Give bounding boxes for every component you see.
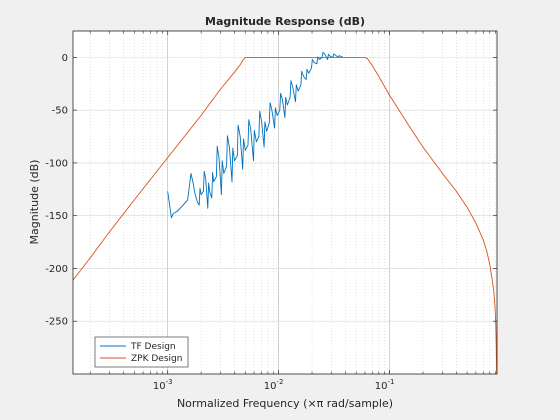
series-line-zpk-design: [72, 56, 498, 375]
legend-box: [94, 336, 189, 368]
axes-box: [72, 30, 498, 375]
y-tick-label: -50: [52, 106, 68, 117]
x-axis-label: Normalized Frequency (×π rad/sample): [177, 397, 393, 410]
series-line-tf-design: [167, 51, 344, 219]
tick-marks: [73, 31, 497, 374]
y-tick-label: -250: [45, 317, 68, 328]
y-axis-label: Magnitude (dB): [28, 160, 41, 245]
plot-area: [73, 31, 497, 374]
y-tick-label: 0: [62, 53, 68, 64]
chart-title: Magnitude Response (dB): [205, 15, 365, 28]
y-tick-label: -200: [45, 264, 68, 275]
legend[interactable]: TF Design ZPK Design: [94, 336, 189, 368]
minor-grid: [89, 31, 496, 374]
legend-label-tf: TF Design: [130, 342, 176, 352]
legend-label-zpk: ZPK Design: [131, 354, 182, 364]
series-layer: [72, 51, 498, 375]
y-tick-label: -100: [45, 158, 68, 169]
y-tick-label: -150: [45, 211, 68, 222]
